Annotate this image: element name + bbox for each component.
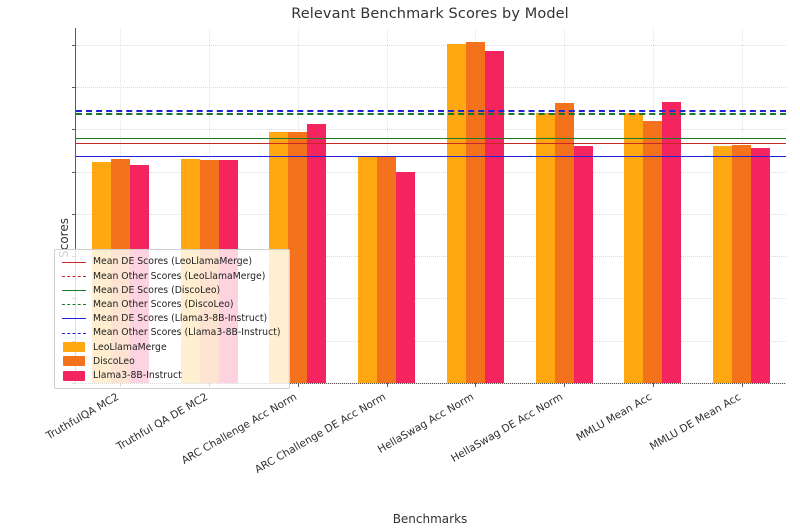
bar [643, 120, 663, 383]
legend-label: Mean Other Scores (Llama3-8B-Instruct) [93, 327, 281, 339]
legend-item: Mean Other Scores (DiscoLeo) [61, 298, 282, 312]
bar [396, 172, 416, 383]
legend-line-swatch [61, 261, 87, 263]
legend-line-swatch [61, 275, 87, 277]
legend-line-swatch [61, 304, 87, 306]
x-tick-label: MMLU Mean Acc [574, 391, 654, 444]
bar [377, 156, 397, 383]
x-tick-mark [386, 383, 388, 387]
reference-line [76, 142, 786, 144]
legend-line-swatch [61, 289, 87, 291]
bar [751, 147, 771, 383]
legend-color-swatch [61, 356, 87, 367]
y-gridline [76, 256, 786, 258]
y-tick-mark [72, 171, 76, 173]
legend-color-swatch [61, 370, 87, 381]
reference-line [76, 137, 786, 139]
y-gridline [76, 213, 786, 215]
y-tick-mark [72, 129, 76, 131]
legend-label: Mean DE Scores (DiscoLeo) [93, 284, 221, 296]
bar [446, 44, 466, 383]
y-gridline [76, 383, 786, 384]
legend-label: Mean DE Scores (Llama3-8B-Instruct) [93, 313, 268, 325]
legend-item: Mean Other Scores (LeoLlamaMerge) [61, 269, 282, 283]
legend-label: Mean Other Scores (DiscoLeo) [93, 299, 234, 310]
legend-line-swatch [61, 332, 87, 334]
reference-line [76, 156, 786, 158]
bar [713, 145, 733, 383]
y-tick-mark [72, 87, 76, 89]
bar [624, 113, 644, 383]
legend-item: Llama3-8B-Instruct [61, 369, 282, 383]
chart-legend: Mean DE Scores (LeoLlamaMerge) Mean Other… [54, 249, 290, 389]
y-gridline [76, 171, 786, 173]
y-gridline [76, 44, 786, 46]
y-gridline [76, 87, 786, 89]
x-tick-label: MMLU DE Mean Acc [647, 391, 743, 453]
x-tick-mark [297, 383, 299, 387]
bar [307, 124, 327, 383]
legend-item: Mean DE Scores (DiscoLeo) [61, 283, 282, 297]
legend-line-swatch [61, 318, 87, 320]
y-tick-mark [72, 44, 76, 46]
x-tick-mark [741, 383, 743, 387]
legend-label: DiscoLeo [93, 355, 135, 367]
bar [732, 144, 752, 383]
x-axis-label: Benchmarks [392, 512, 468, 526]
legend-label: Llama3-8B-Instruct [93, 369, 182, 381]
x-tick-label: TruthfulQA MC2 [44, 391, 122, 443]
bar [465, 42, 485, 383]
reference-line [76, 110, 786, 113]
bar [288, 131, 308, 383]
x-tick-mark [652, 383, 654, 387]
bar [573, 145, 593, 383]
bar [484, 51, 504, 383]
bar [535, 113, 555, 383]
legend-item: Mean DE Scores (Llama3-8B-Instruct) [61, 312, 282, 326]
x-tick-mark [475, 383, 477, 387]
y-gridline [76, 129, 786, 131]
legend-label: Mean Other Scores (LeoLlamaMerge) [93, 270, 266, 282]
legend-label: LeoLlamaMerge [93, 341, 167, 353]
legend-item: Mean Other Scores (Llama3-8B-Instruct) [61, 326, 282, 340]
legend-item: LeoLlamaMerge [61, 340, 282, 354]
bar [662, 101, 682, 383]
x-tick-label: Truthful QA DE MC2 [114, 391, 211, 453]
bar [358, 156, 378, 383]
legend-item: Mean DE Scores (LeoLlamaMerge) [61, 255, 282, 269]
bar [554, 102, 574, 383]
legend-color-swatch [61, 342, 87, 353]
y-gridline [76, 298, 786, 300]
x-tick-mark [564, 383, 566, 387]
reference-line [76, 112, 786, 115]
y-tick-mark [72, 213, 76, 215]
legend-item: DiscoLeo [61, 354, 282, 368]
legend-label: Mean DE Scores (LeoLlamaMerge) [93, 256, 253, 268]
chart-title: Relevant Benchmark Scores by Model [291, 6, 569, 22]
y-gridline [76, 340, 786, 342]
